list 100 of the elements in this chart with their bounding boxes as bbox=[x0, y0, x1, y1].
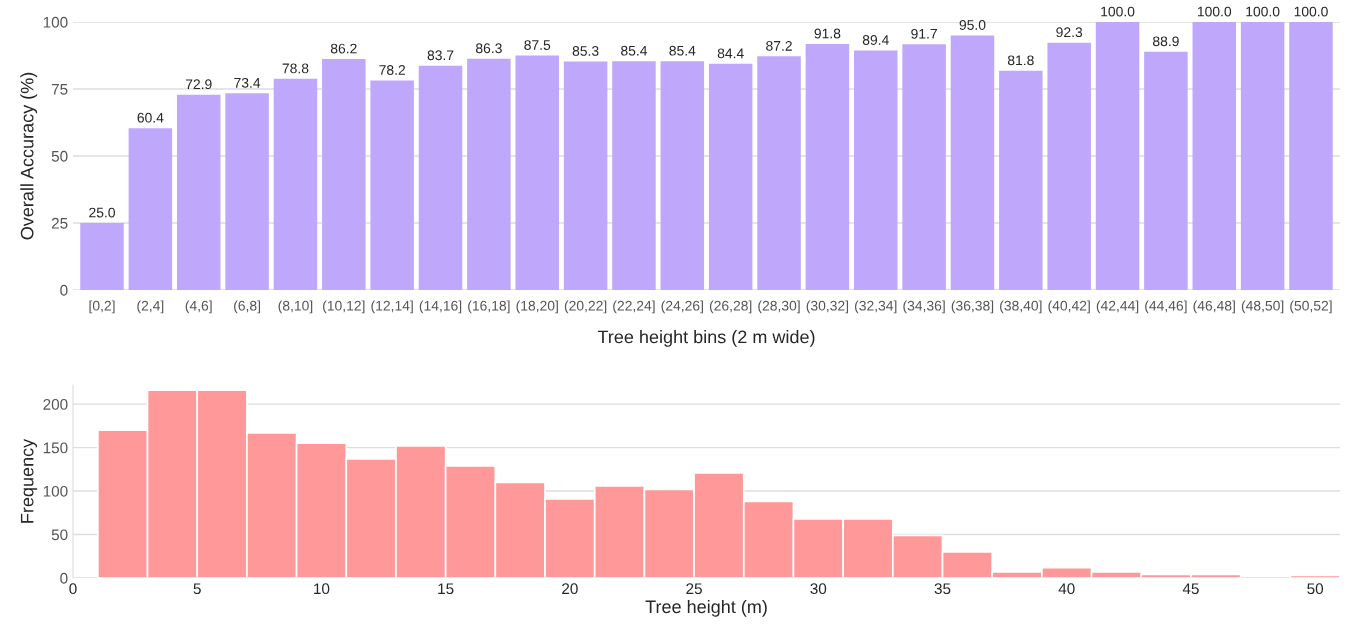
y-tick-label: 50 bbox=[51, 529, 68, 541]
x-tick-label: 35 bbox=[934, 583, 951, 595]
y-tick-label: 150 bbox=[43, 442, 68, 454]
x-tick-label: (4,6] bbox=[185, 300, 212, 314]
x-tick-label: (44,46] bbox=[1145, 300, 1187, 314]
data-label: 91.7 bbox=[911, 28, 937, 39]
x-tick-label: 15 bbox=[438, 583, 454, 595]
x-tick-label: (50,52] bbox=[1290, 300, 1332, 314]
x-tick-label: (32,34] bbox=[855, 300, 897, 314]
data-label: 100.0 bbox=[1101, 6, 1135, 17]
data-label: 84.4 bbox=[717, 48, 744, 59]
data-label: 83.7 bbox=[427, 50, 454, 61]
data-label: 86.3 bbox=[475, 43, 502, 54]
x-tick-label: 20 bbox=[562, 583, 578, 595]
x-tick-label: 40 bbox=[1058, 583, 1075, 595]
y-axis-title: Overall Accuracy (%) bbox=[20, 72, 38, 240]
data-label: 85.4 bbox=[669, 45, 696, 56]
bar bbox=[612, 61, 656, 290]
x-tick-label: 45 bbox=[1182, 583, 1199, 595]
x-tick-label: 30 bbox=[810, 583, 827, 595]
data-label: 85.4 bbox=[621, 45, 648, 56]
y-tick-label: 0 bbox=[60, 284, 68, 296]
x-tick-label: (26,28] bbox=[709, 300, 752, 314]
x-tick-label: (6,8] bbox=[234, 300, 260, 314]
y-tick-label: 200 bbox=[43, 398, 68, 410]
bar bbox=[1144, 51, 1188, 290]
y-tick-label: 100 bbox=[43, 16, 68, 28]
data-label: 100.0 bbox=[1246, 6, 1280, 17]
data-label: 100.0 bbox=[1294, 6, 1328, 17]
data-label: 92.3 bbox=[1056, 27, 1083, 38]
x-axis-title: Tree height (m) bbox=[645, 599, 767, 617]
x-tick-label: (22,24] bbox=[613, 300, 655, 314]
x-tick-label: (18,20] bbox=[516, 300, 558, 314]
bar bbox=[467, 58, 511, 290]
bar bbox=[176, 94, 221, 290]
bar bbox=[370, 80, 414, 290]
bar bbox=[128, 128, 173, 290]
bar bbox=[418, 65, 463, 290]
x-tick-label: (14,16] bbox=[419, 300, 462, 314]
bar bbox=[322, 58, 366, 290]
bar bbox=[1047, 42, 1091, 290]
x-tick-label: (36,38] bbox=[951, 300, 994, 314]
x-tick-label: (38,40] bbox=[1000, 300, 1042, 314]
x-tick-label: (28,30] bbox=[758, 300, 800, 314]
x-tick-label: 50 bbox=[1307, 583, 1324, 595]
bar bbox=[902, 44, 946, 290]
x-tick-label: (48,50] bbox=[1241, 300, 1284, 314]
data-label: 91.8 bbox=[814, 28, 841, 39]
bar bbox=[660, 61, 705, 290]
x-tick-label: (10,12] bbox=[323, 300, 365, 314]
data-label: 95.0 bbox=[959, 20, 986, 30]
data-label: 72.9 bbox=[185, 79, 212, 90]
x-tick-label: (46,48] bbox=[1193, 300, 1235, 314]
data-label: 73.4 bbox=[234, 77, 261, 88]
data-label: 60.4 bbox=[137, 112, 164, 123]
bar bbox=[273, 78, 318, 290]
data-label: 81.8 bbox=[1007, 55, 1034, 66]
bar bbox=[950, 35, 995, 290]
x-tick-label: (12,14] bbox=[371, 300, 413, 314]
y-tick-label: 50 bbox=[51, 150, 68, 162]
x-tick-label: [0,2] bbox=[89, 300, 115, 314]
data-label: 25.0 bbox=[89, 207, 115, 218]
bar bbox=[515, 55, 560, 290]
x-tick-label: (24,26] bbox=[661, 300, 703, 314]
bar bbox=[708, 63, 753, 290]
data-label: 88.9 bbox=[1153, 36, 1179, 47]
x-tick-label: 5 bbox=[193, 583, 201, 595]
bar bbox=[805, 43, 850, 290]
x-tick-label: (16,18] bbox=[468, 300, 510, 314]
x-tick-label: (20,22] bbox=[564, 300, 607, 314]
bar bbox=[757, 56, 801, 290]
x-tick-label: (8,10] bbox=[278, 300, 313, 314]
data-label: 89.4 bbox=[862, 35, 889, 45]
data-label: 78.8 bbox=[282, 63, 309, 74]
bar bbox=[853, 50, 898, 290]
bar bbox=[999, 70, 1043, 290]
y-tick-label: 0 bbox=[60, 572, 68, 584]
data-label: 85.3 bbox=[572, 46, 599, 56]
y-axis-title: Frequency bbox=[20, 438, 38, 523]
bar bbox=[1240, 22, 1285, 290]
x-tick-label: (40,42] bbox=[1048, 300, 1090, 314]
x-tick-label: (2,4] bbox=[137, 300, 164, 314]
bar bbox=[80, 223, 124, 290]
x-tick-label: (34,36] bbox=[903, 300, 945, 314]
x-axis-title: Tree height bins (2 m wide) bbox=[597, 330, 815, 347]
data-label: 78.2 bbox=[379, 65, 405, 75]
x-tick-label: 0 bbox=[69, 583, 77, 595]
y-tick-label: 25 bbox=[51, 217, 68, 229]
bar bbox=[1289, 22, 1333, 290]
x-tick-label: 10 bbox=[314, 583, 330, 595]
bar bbox=[1095, 22, 1140, 290]
bar bbox=[563, 61, 608, 290]
y-tick-label: 100 bbox=[43, 485, 68, 497]
x-tick-label: (30,32] bbox=[806, 300, 849, 314]
x-tick-label: 25 bbox=[686, 583, 702, 595]
data-label: 100.0 bbox=[1197, 6, 1232, 17]
x-tick-label: (42,44] bbox=[1096, 300, 1139, 314]
bar bbox=[1192, 22, 1237, 290]
y-tick-label: 75 bbox=[51, 84, 68, 95]
data-label: 87.2 bbox=[766, 40, 792, 51]
